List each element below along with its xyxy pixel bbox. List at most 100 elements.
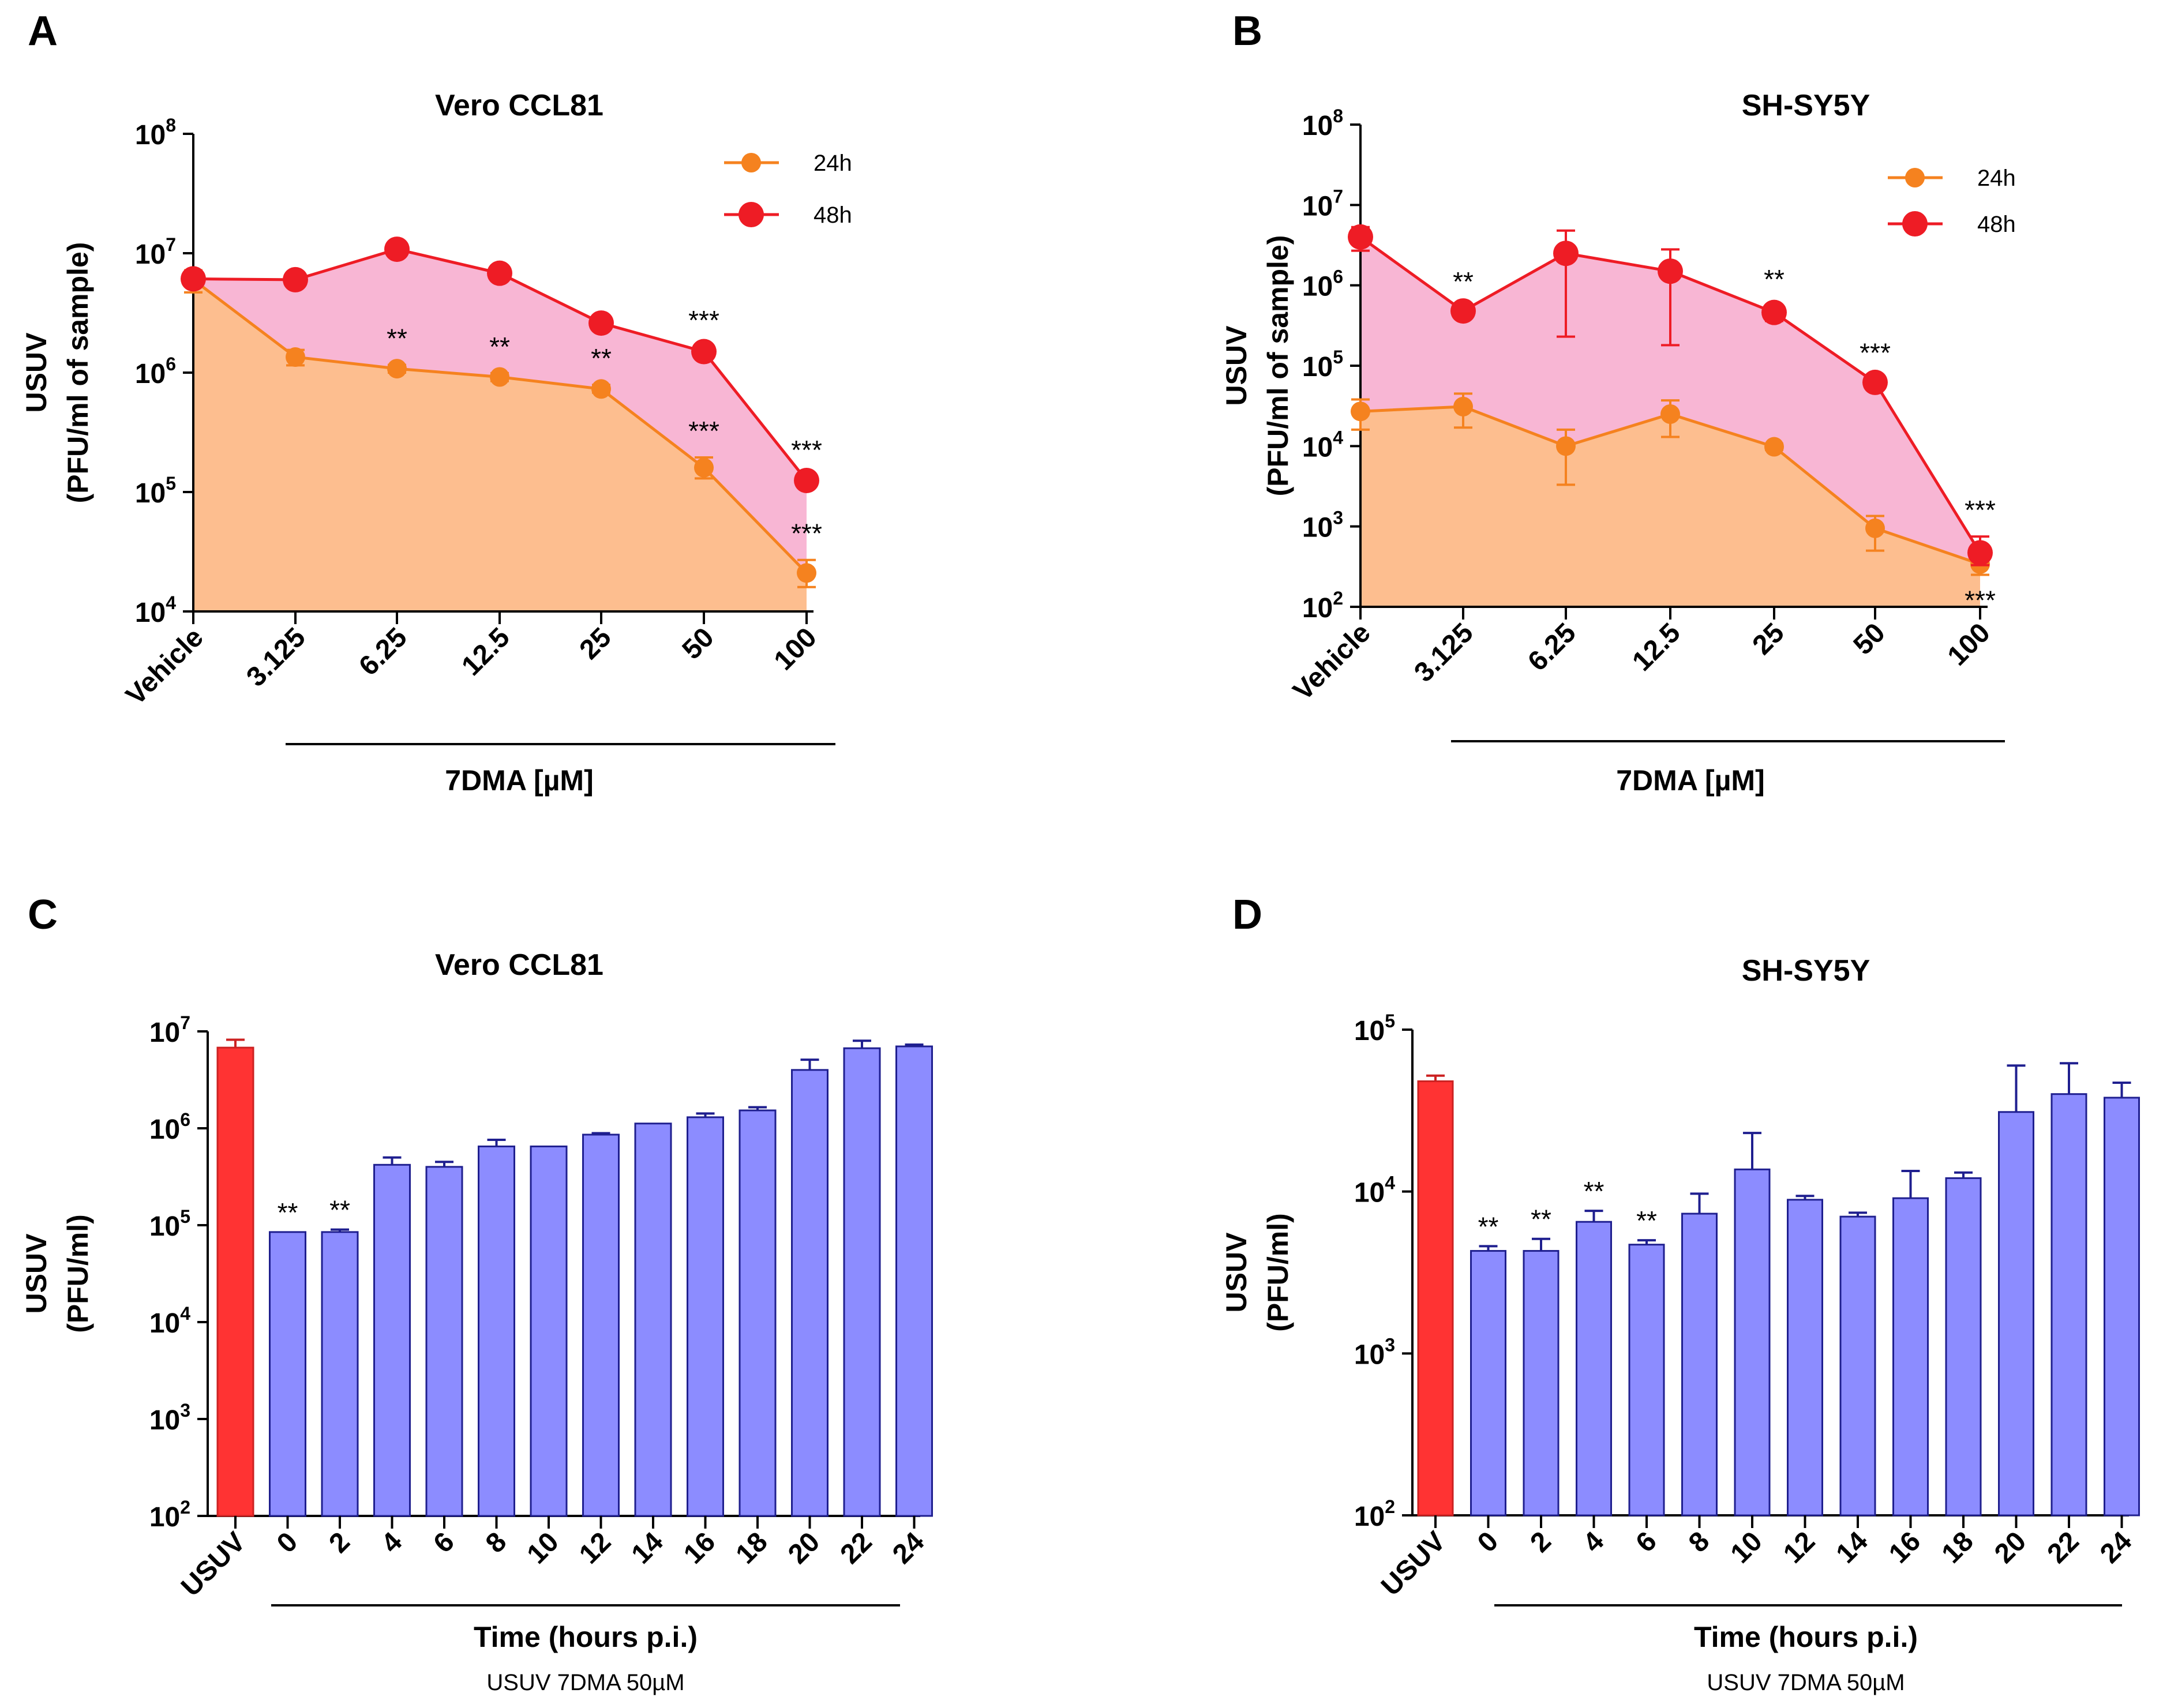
y-tick-label: 108: [135, 115, 176, 151]
legend-label: 24h: [1977, 166, 2016, 191]
x-tick-label: 12: [1778, 1526, 1821, 1569]
x-tick-label: 6: [1630, 1526, 1662, 1558]
x-tick-label: 50: [1848, 617, 1891, 660]
data-point-48h: [1450, 298, 1476, 324]
data-point-24h: [1764, 437, 1784, 457]
y-tick-label: 107: [1302, 186, 1343, 222]
chart-title: Vero CCL81: [435, 89, 603, 122]
y-tick-label: 106: [1302, 266, 1343, 302]
y-axis-label-units: (PFU/ml): [62, 1214, 94, 1333]
y-tick-label: 105: [1354, 1011, 1395, 1046]
significance-label: ***: [688, 305, 719, 335]
legend-label: 48h: [814, 202, 852, 228]
bar-2: [321, 1231, 359, 1517]
bar-USUV: [216, 1046, 254, 1517]
x-tick-label: 22: [2042, 1526, 2085, 1569]
x-tick-label: 10: [1725, 1526, 1768, 1569]
bar-6: [1628, 1244, 1665, 1516]
data-point-48h: [1862, 369, 1888, 395]
data-point-48h: [487, 260, 512, 286]
y-tick-label: 105: [149, 1206, 190, 1242]
legend-label: 24h: [814, 151, 852, 176]
data-point-24h: [797, 563, 816, 583]
data-point-48h: [691, 339, 717, 365]
bar-0: [269, 1231, 306, 1517]
data-point-48h: [1967, 540, 1993, 566]
bar-4: [373, 1163, 411, 1517]
y-tick-label: 104: [1302, 427, 1343, 463]
bar-14: [634, 1123, 672, 1517]
x-tick-label: 12.5: [456, 622, 516, 682]
data-point-48h: [1348, 224, 1373, 250]
legend-label: 48h: [1977, 212, 2016, 237]
data-point-24h: [694, 457, 714, 478]
x-tick-label: 22: [835, 1526, 878, 1570]
data-point-24h: [1660, 404, 1680, 424]
x-tick-label: 16: [678, 1526, 721, 1570]
data-point-48h: [283, 266, 308, 292]
y-tick-label: 102: [1302, 588, 1343, 624]
data-point-24h: [490, 367, 509, 387]
x-tick-label: 100: [1942, 617, 1996, 671]
x-tick-label: USUV: [175, 1526, 252, 1602]
x-tick-label: USUV: [1375, 1526, 1452, 1602]
significance-label: **: [278, 1198, 298, 1227]
x-tick-label: 24: [2094, 1526, 2138, 1569]
bar-16: [1892, 1197, 1929, 1516]
significance-label: **: [1636, 1206, 1657, 1236]
panel-letter: C: [28, 892, 58, 938]
bar-24: [2104, 1097, 2140, 1516]
data-point-48h: [1761, 299, 1787, 325]
bar-10: [1734, 1168, 1771, 1516]
area-24h: [1360, 406, 1980, 607]
y-axis-label-units: (PFU/ml): [1262, 1213, 1294, 1332]
data-point-48h: [384, 237, 410, 262]
significance-label: **: [489, 332, 510, 362]
x-tick-label: 2: [1524, 1526, 1557, 1558]
bar-22: [843, 1047, 881, 1517]
bar-12: [582, 1133, 620, 1517]
significance-label: ***: [688, 416, 719, 446]
y-tick-label: 103: [1354, 1334, 1395, 1370]
y-axis-label: USUV: [1220, 325, 1253, 406]
bar-10: [530, 1145, 568, 1517]
x-tick-label: 20: [782, 1526, 826, 1570]
x-tick-label: 12: [573, 1526, 617, 1570]
panel-letter: D: [1232, 892, 1262, 938]
significance-label: **: [591, 343, 612, 373]
bar-20: [791, 1069, 829, 1517]
y-tick-label: 104: [135, 592, 176, 628]
data-point-48h: [794, 467, 819, 493]
x-tick-label: 25: [1747, 617, 1790, 660]
bar-0: [1470, 1250, 1506, 1516]
x-tick-label: 24: [887, 1526, 930, 1570]
x-tick-label: 0: [1472, 1526, 1504, 1558]
bar-8: [1681, 1213, 1718, 1516]
bar-24: [895, 1045, 933, 1517]
bar-6: [425, 1166, 463, 1517]
bar-8: [478, 1145, 515, 1517]
panel-letter: B: [1232, 8, 1262, 54]
y-tick-label: 105: [135, 473, 176, 509]
x-tick-label: 4: [1577, 1526, 1610, 1559]
y-axis-label-units: (PFU/ml of sample): [1262, 235, 1294, 497]
area-48h: [193, 249, 807, 573]
significance-label: **: [1453, 266, 1474, 296]
x-tick-label: 20: [1989, 1526, 2032, 1569]
significance-label: ***: [791, 519, 822, 549]
x-tick-label: 4: [376, 1526, 408, 1559]
legend-marker: [1905, 168, 1925, 187]
bar-18: [739, 1109, 777, 1517]
bar-16: [687, 1116, 724, 1517]
significance-label: **: [329, 1195, 350, 1225]
y-axis-label: USUV: [1220, 1232, 1253, 1313]
y-tick-label: 104: [1354, 1173, 1395, 1208]
significance-label: **: [1764, 264, 1785, 294]
y-axis-label: USUV: [20, 332, 53, 413]
legend-marker: [741, 153, 761, 172]
x-tick-label: 0: [271, 1526, 303, 1559]
panel-letter: A: [28, 8, 58, 54]
data-point-48h: [1553, 241, 1579, 266]
